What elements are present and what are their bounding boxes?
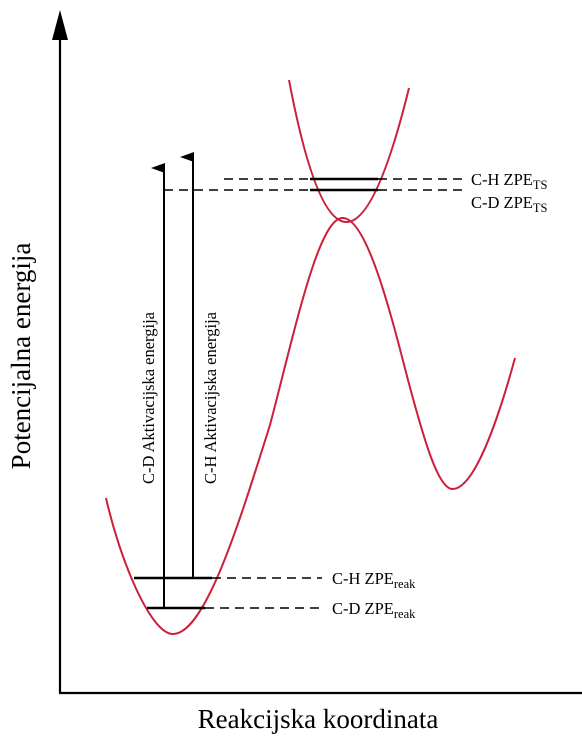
cd-ts-subscript: TS	[533, 201, 548, 215]
ch-ts-label: C-H ZPETS	[471, 170, 548, 192]
x-axis-title: Reakcijska koordinata	[198, 704, 439, 734]
cd-ts-label: C-D ZPETS	[471, 193, 548, 215]
y-axis-arrowhead	[52, 10, 68, 40]
cd-reak-subscript: reak	[394, 607, 416, 621]
y-axis-title: Potencijalna energija	[6, 243, 36, 470]
cd-activation-label: C-D Aktivacijska energija	[139, 311, 158, 484]
ch-reak-subscript: reak	[394, 577, 416, 591]
cd-reak-label: C-D ZPEreak	[332, 599, 416, 621]
ch-ts-subscript: TS	[533, 178, 548, 192]
ts-vibrational-well	[288, 79, 410, 223]
potential-energy-curve	[105, 216, 516, 636]
ch-reak-label: C-H ZPEreak	[332, 569, 416, 591]
ch-activation-label: C-H Aktivacijska energija	[201, 311, 220, 484]
